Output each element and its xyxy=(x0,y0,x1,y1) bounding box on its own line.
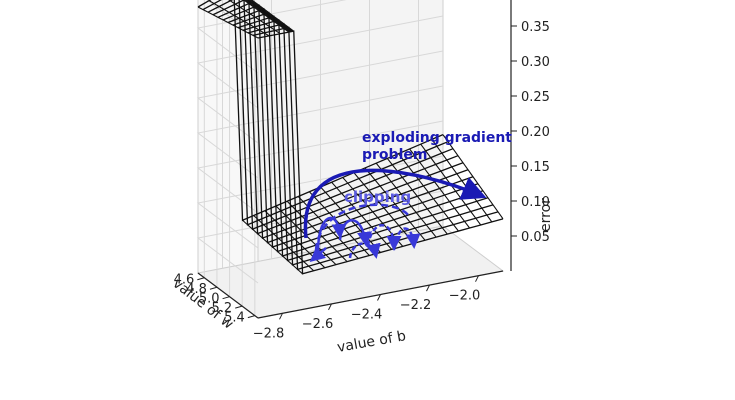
x-axis-label: value of b xyxy=(336,328,407,356)
surface-b-line xyxy=(250,0,295,32)
x-tick-label: −2.8 xyxy=(253,326,285,341)
z-tick-label: 0.10 xyxy=(521,195,550,210)
z-tick-label: 0.05 xyxy=(521,230,550,245)
surface-b-line xyxy=(208,0,270,37)
annotation-clipping: clipping xyxy=(344,188,411,206)
clipping-arrow-4 xyxy=(366,224,402,251)
grid-line-z xyxy=(196,0,347,74)
annotation-exploding: exploding gradient xyxy=(362,130,512,146)
y-tick-label: 4.8 xyxy=(186,282,207,297)
surface-b-line xyxy=(244,0,291,33)
y-tick-mark xyxy=(235,305,243,309)
annotation-problem: problem xyxy=(362,147,427,163)
clipping-arrows xyxy=(309,203,421,262)
surface-b-line xyxy=(353,172,415,244)
x-tick-label: −2.0 xyxy=(449,289,481,304)
x-tick-mark xyxy=(475,275,479,282)
x-tick-mark xyxy=(279,313,283,320)
exploding-gradient-arrow xyxy=(303,168,487,239)
grid-line-z xyxy=(196,120,444,214)
clipping-arrow-3 xyxy=(338,219,372,247)
y-tick-label: 5.2 xyxy=(212,301,233,316)
z-tick-label: 0.30 xyxy=(521,55,550,70)
surface-b-line xyxy=(286,200,348,262)
clipping-arrow-6 xyxy=(348,242,381,259)
z-tick-label: 0.15 xyxy=(521,160,550,175)
z-ticks: 0.05 0.10 0.15 0.20 0.25 0.30 0.35 xyxy=(511,20,550,245)
x-tick-label: −2.2 xyxy=(400,298,432,313)
x-tick-label: −2.4 xyxy=(351,308,383,323)
z-tick-label: 0.35 xyxy=(521,20,550,35)
surface-b-line xyxy=(253,215,315,272)
clipping-arrow-2 xyxy=(316,216,347,253)
surface-b-line xyxy=(409,148,471,229)
surface-b-line xyxy=(242,0,290,33)
y-tick-label: 5.0 xyxy=(199,292,220,307)
surface-b-line xyxy=(331,181,393,250)
surface-b-line xyxy=(249,0,294,32)
surface-b-line xyxy=(442,134,504,220)
surface-b-line xyxy=(375,162,437,238)
y-axis-line xyxy=(197,272,259,319)
grid-line-z xyxy=(196,50,444,144)
x-ticks: −2.8 −2.6 −2.4 −2.2 −2.0 xyxy=(253,275,481,341)
surface-b-line xyxy=(247,0,293,32)
y-tick-label: 5.4 xyxy=(224,311,245,326)
clipping-arrow-5 xyxy=(392,227,421,251)
y-tick-mark xyxy=(247,315,255,319)
z-tick-label: 0.20 xyxy=(521,125,550,140)
y-tick-mark xyxy=(209,286,218,290)
surface-b-line xyxy=(364,167,426,241)
clipping-arrow-7 xyxy=(309,246,327,262)
y-tick-mark xyxy=(197,277,205,281)
y-tick-mark xyxy=(222,296,230,300)
x-tick-mark xyxy=(426,284,430,292)
x-tick-mark xyxy=(377,294,381,301)
y-ticks: 4.64.85.05.25.4 xyxy=(174,273,255,326)
surface-b-line xyxy=(398,153,459,232)
x-tick-mark xyxy=(328,303,332,311)
surface-b-line xyxy=(242,219,303,275)
z-tick-label: 0.25 xyxy=(521,90,550,105)
z-axis-label: error xyxy=(538,198,554,232)
surface-b-line xyxy=(197,6,259,39)
y-tick-label: 4.6 xyxy=(174,273,195,288)
grid-line-z xyxy=(196,85,444,179)
x-tick-label: −2.6 xyxy=(302,317,334,332)
surface-b-line xyxy=(228,0,281,35)
